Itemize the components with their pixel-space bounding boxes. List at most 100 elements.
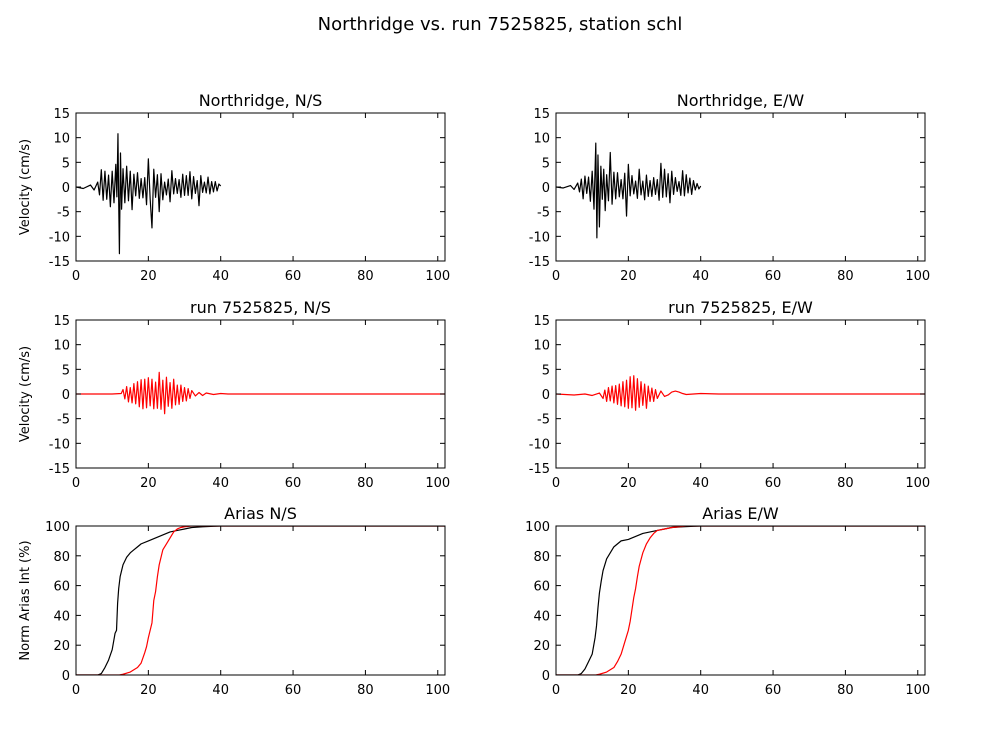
x-tick-label: 40 (212, 683, 229, 698)
y-tick-label: -15 (49, 255, 70, 270)
x-tick-label: 20 (620, 269, 637, 284)
x-tick-label: 80 (837, 476, 854, 491)
x-tick-label: 100 (425, 269, 450, 284)
y-tick-label: 0 (542, 388, 550, 403)
y-tick-label: 0 (542, 181, 550, 196)
y-tick-label: -15 (529, 255, 550, 270)
x-tick-label: 80 (837, 269, 854, 284)
x-tick-label: 80 (357, 476, 374, 491)
y-tick-label: 15 (533, 314, 550, 329)
y-tick-label: 10 (53, 339, 70, 354)
x-tick-label: 80 (837, 683, 854, 698)
y-tick-label: 20 (533, 639, 550, 654)
x-tick-label: 20 (620, 476, 637, 491)
y-tick-label: 40 (53, 609, 70, 624)
y-tick-label: 60 (53, 580, 70, 595)
axes-frame-p5 (75, 525, 446, 676)
y-tick-label: 5 (542, 363, 550, 378)
panel-p6: 0 20 40 60 80 100 0 20 40 60 80 100 Arias E/W (525, 504, 930, 698)
panel-title: run 7525825, N/S (190, 298, 331, 317)
y-tick-label: 5 (542, 156, 550, 171)
x-tick-label: 60 (285, 269, 302, 284)
y-tick-label: -10 (529, 437, 550, 452)
y-tick-label: 40 (533, 609, 550, 624)
x-tick-label: 40 (692, 476, 709, 491)
y-tick-label: -5 (537, 413, 550, 428)
x-tick-label: 100 (905, 683, 930, 698)
y-tick-label: -15 (49, 462, 70, 477)
y-tick-label: 5 (62, 156, 70, 171)
y-tick-label: 0 (62, 388, 70, 403)
x-tick-label: 0 (552, 269, 560, 284)
y-tick-label: -5 (537, 206, 550, 221)
y-tick-label: 5 (62, 363, 70, 378)
x-tick-label: 100 (425, 476, 450, 491)
y-tick-label: 0 (62, 669, 70, 684)
y-tick-label: 10 (533, 339, 550, 354)
y-tick-label: -10 (529, 230, 550, 245)
x-tick-label: 100 (905, 476, 930, 491)
x-tick-label: 0 (72, 269, 80, 284)
panel-p3: 0 20 40 60 80 100 -15 -10 -5 0 5 10 15 run 7525825, N… (18, 298, 450, 491)
y-tick-label: 0 (62, 181, 70, 196)
axes-frame-p6 (555, 525, 926, 676)
y-tick-label: 15 (53, 314, 70, 329)
x-tick-label: 20 (140, 476, 157, 491)
x-tick-label: 60 (765, 476, 782, 491)
y-tick-label: 10 (53, 132, 70, 147)
series-line-p2-0 (556, 142, 702, 239)
x-tick-label: 80 (357, 683, 374, 698)
panel-p2: 0 20 40 60 80 100 -15 -10 -5 0 5 10 15 Northridge, E/… (529, 91, 930, 284)
x-tick-label: 100 (905, 269, 930, 284)
y-tick-label: -5 (57, 206, 70, 221)
x-tick-label: 0 (72, 683, 80, 698)
x-tick-label: 60 (285, 683, 302, 698)
y-tick-label: -10 (49, 230, 70, 245)
y-tick-label: 80 (533, 550, 550, 565)
series-line-p3-0 (76, 371, 445, 415)
x-tick-label: 0 (552, 476, 560, 491)
x-tick-label: 60 (765, 269, 782, 284)
x-tick-label: 60 (285, 476, 302, 491)
panel-p1: 0 20 40 60 80 100 -15 -10 -5 0 5 10 15 Northridge, N/… (18, 91, 450, 284)
x-tick-label: 60 (765, 683, 782, 698)
y-tick-label: -15 (529, 462, 550, 477)
panel-p4: 0 20 40 60 80 100 -15 -10 -5 0 5 10 15 run 7525825, E… (529, 298, 930, 491)
series-line-p1-0 (76, 133, 222, 255)
x-tick-label: 20 (140, 269, 157, 284)
y-tick-label: -10 (49, 437, 70, 452)
y-axis-label: Norm Arias Int (%) (18, 540, 33, 660)
panel-title: Arias E/W (702, 504, 779, 523)
x-tick-label: 80 (357, 269, 374, 284)
y-tick-label: 20 (53, 639, 70, 654)
x-tick-label: 20 (620, 683, 637, 698)
figure-suptitle: Northridge vs. run 7525825, station schl (318, 14, 683, 35)
y-tick-label: 100 (45, 520, 70, 535)
panel-title: Northridge, E/W (677, 91, 805, 110)
x-tick-label: 100 (425, 683, 450, 698)
y-tick-label: 80 (53, 550, 70, 565)
series-line-p5-1 (76, 526, 445, 675)
y-tick-label: 15 (533, 107, 550, 122)
series-line-p6-1 (556, 526, 925, 675)
y-tick-label: 0 (542, 669, 550, 684)
x-tick-label: 40 (692, 269, 709, 284)
x-tick-label: 40 (212, 476, 229, 491)
x-tick-label: 40 (212, 269, 229, 284)
x-tick-label: 40 (692, 683, 709, 698)
y-tick-label: 60 (533, 580, 550, 595)
y-tick-label: 100 (525, 520, 550, 535)
panel-p5: 0 20 40 60 80 100 0 20 40 60 80 100 Arias N/S Norm Ar… (18, 504, 450, 698)
y-tick-label: -5 (57, 413, 70, 428)
series-line-p4-0 (556, 375, 925, 411)
y-axis-label: Velocity (cm/s) (18, 139, 33, 235)
x-tick-label: 0 (552, 683, 560, 698)
y-tick-label: 10 (533, 132, 550, 147)
panel-title: run 7525825, E/W (668, 298, 813, 317)
x-tick-label: 0 (72, 476, 80, 491)
x-tick-label: 20 (140, 683, 157, 698)
y-axis-label: Velocity (cm/s) (18, 346, 33, 442)
panel-title: Northridge, N/S (199, 91, 323, 110)
